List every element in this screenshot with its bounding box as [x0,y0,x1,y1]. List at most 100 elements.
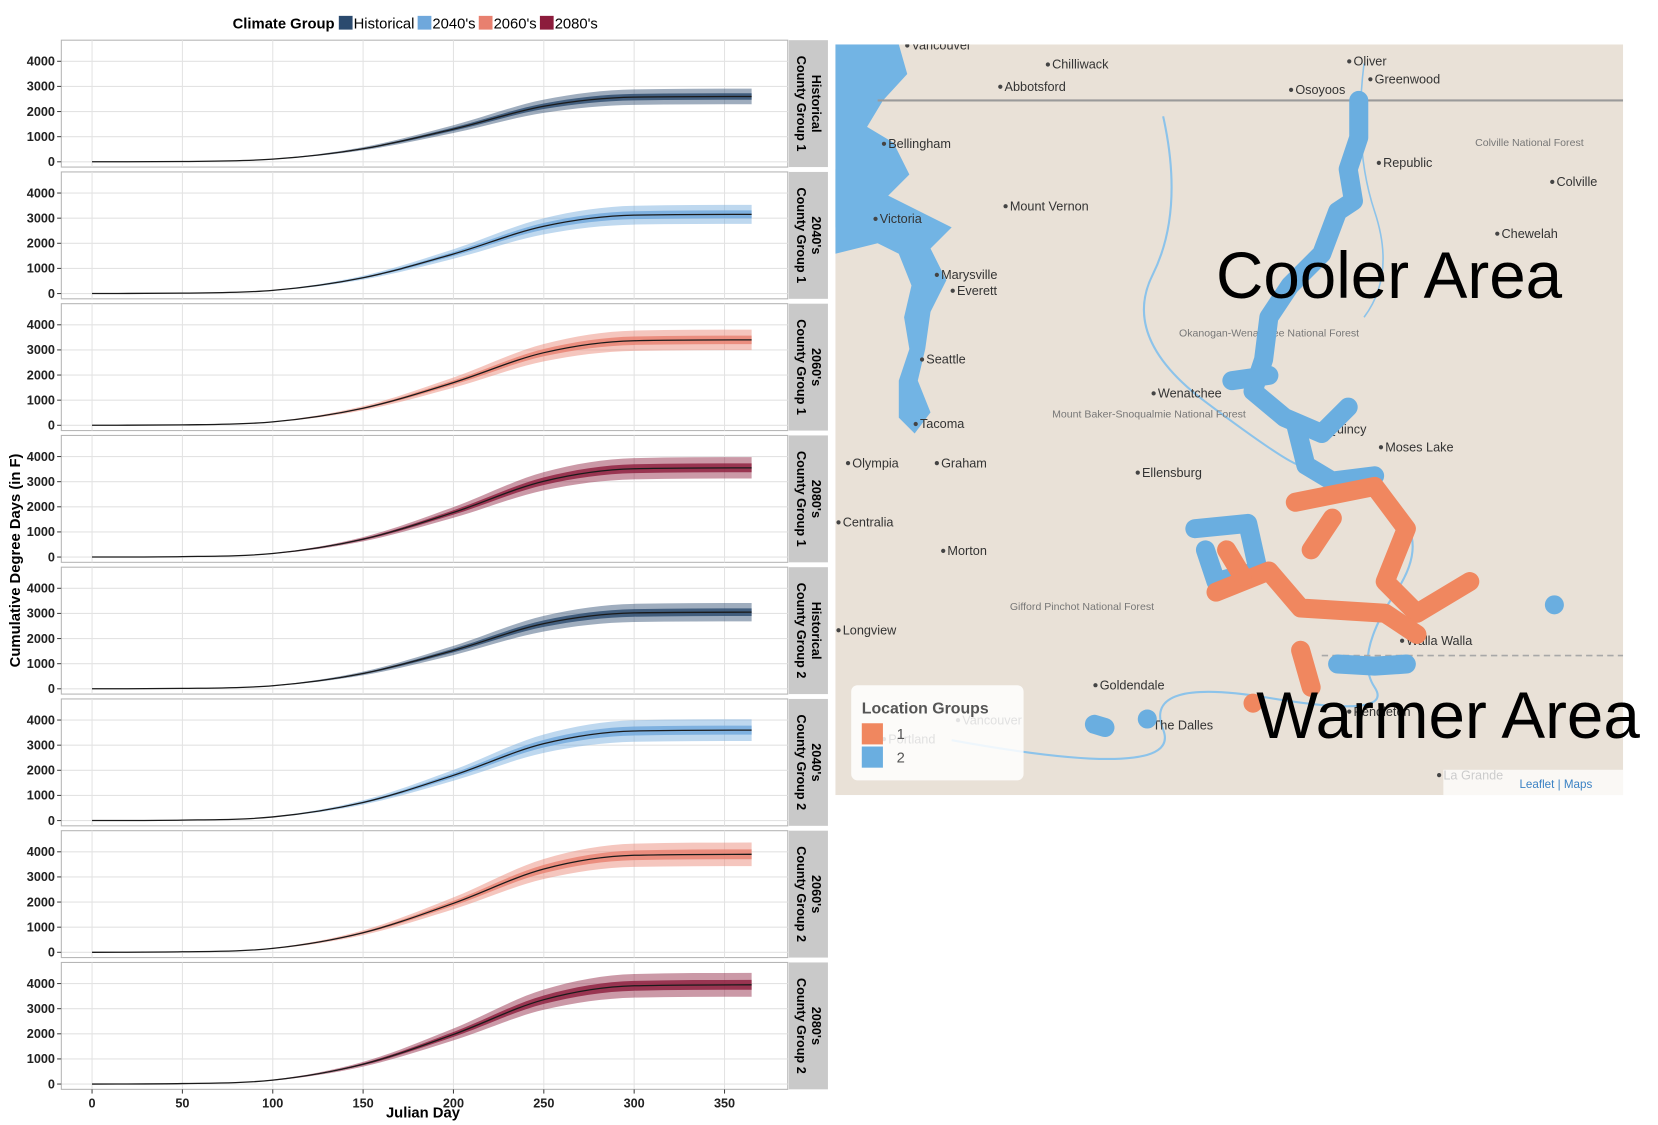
place-label: Olympia [852,456,899,470]
water [835,169,878,228]
y-tick-label: 3000 [27,343,55,357]
place-label: Greenwood [1375,73,1441,87]
y-tick-label: 3000 [27,80,55,94]
y-tick-label: 4000 [27,582,55,596]
strip-label: Historical [809,75,823,133]
y-tick-label: 4000 [27,845,55,859]
location-clusters [1084,90,1564,738]
map-legend-box [851,685,1024,781]
place-dot [1003,204,1008,209]
x-tick-label: 50 [175,1096,189,1110]
place-label: Ellensburg [1142,466,1202,480]
location-cluster [1217,540,1252,586]
strip-label: County Group 2 [794,715,808,811]
median-line [92,467,752,558]
legend-label: 2040's [432,17,475,33]
place-dot [913,421,918,427]
y-tick-label: 3000 [27,607,55,621]
place-dot [836,520,841,525]
place-dot [836,628,841,633]
place-label: Longview [843,623,897,637]
map-legend-title: Location Groups [862,701,989,718]
place-label: Everett [957,284,998,298]
y-tick-label: 1000 [27,393,55,407]
place-label: Wenatchee [1158,387,1222,401]
y-tick-label: 4000 [27,318,55,332]
place-label: Republic [1383,156,1432,170]
location-cluster [1285,476,1480,623]
y-tick-label: 1000 [27,1052,55,1066]
attribution-box [1443,769,1624,796]
place-label: Osoyoos [1295,83,1345,97]
strip-label: 2080's [809,480,823,518]
place-dot [1151,391,1156,396]
y-tick-label: 4000 [27,713,55,727]
strip [788,171,828,299]
y-tick-label: 2000 [27,1027,55,1041]
ribbon [92,842,752,953]
legend-swatch [478,15,493,30]
place-label: Oliver [1353,55,1387,69]
x-tick-label: 350 [714,1096,735,1110]
y-tick-label: 3000 [27,738,55,752]
strip-label: County Group 2 [794,846,808,942]
map-legend-label: 1 [897,727,905,743]
map: Vancouver Chilliwack Abbotsford Oliver Green… [835,44,1624,796]
place-label: Centralia [843,516,895,530]
y-tick-label: 4000 [27,55,55,69]
place-label: Tacoma [920,417,965,431]
y-tick-label: 2000 [27,237,55,251]
y-tick-label: 3000 [27,475,55,489]
place-dot [873,216,878,221]
y-tick-label: 2000 [27,895,55,909]
y-tick-label: 2000 [27,632,55,646]
strip-label: County Group 2 [794,978,808,1074]
y-tick-label: 2000 [27,500,55,514]
place-label: Marysville [941,268,997,282]
forest-label: Colville National Forest [1475,137,1584,149]
y-tick-label: 1000 [27,789,55,803]
strip [788,830,828,958]
strip-label: County Group 1 [794,188,808,284]
place-label: Moses Lake [1385,441,1453,455]
strip-label: County Group 1 [794,56,808,152]
x-tick-label: 200 [443,1096,464,1110]
median-line [92,611,752,690]
place-dot [1135,470,1140,475]
place-dot [1550,179,1555,184]
median-line [92,339,752,426]
plot-background [60,566,789,695]
location-cluster [1243,90,1369,444]
plot-background [60,171,789,300]
strip [788,303,828,431]
y-tick-label: 3000 [27,1002,55,1016]
y-tick-label: 1000 [27,262,55,276]
y-tick-label: 2000 [27,764,55,778]
legend: Climate Group Historical 2040's 2060's 2080'… [233,15,598,33]
strip-label: 2040's [809,743,823,781]
y-tick-label: 3000 [27,211,55,225]
strip-label: Historical [809,602,823,660]
strip [788,567,828,695]
place-dot [881,141,887,146]
location-cluster [1291,640,1321,697]
ribbon [92,719,752,821]
strip-label: 2080's [809,1007,823,1045]
place-label: Seattle [926,353,965,367]
place-label: Morton [947,544,986,558]
y-tick-label: 4000 [27,450,55,464]
y-tick-label: 0 [48,1077,55,1091]
strip-label: County Group 1 [794,451,808,547]
y-tick-label: 0 [48,682,55,696]
median-line [92,729,752,822]
median-line [92,853,752,953]
place-dot [1437,772,1442,778]
place-dot [1045,62,1050,67]
place-dot [1368,77,1373,82]
y-tick-label: 1000 [27,657,55,671]
y-tick-label: 0 [48,550,55,564]
map-legend-swatch [861,723,883,745]
